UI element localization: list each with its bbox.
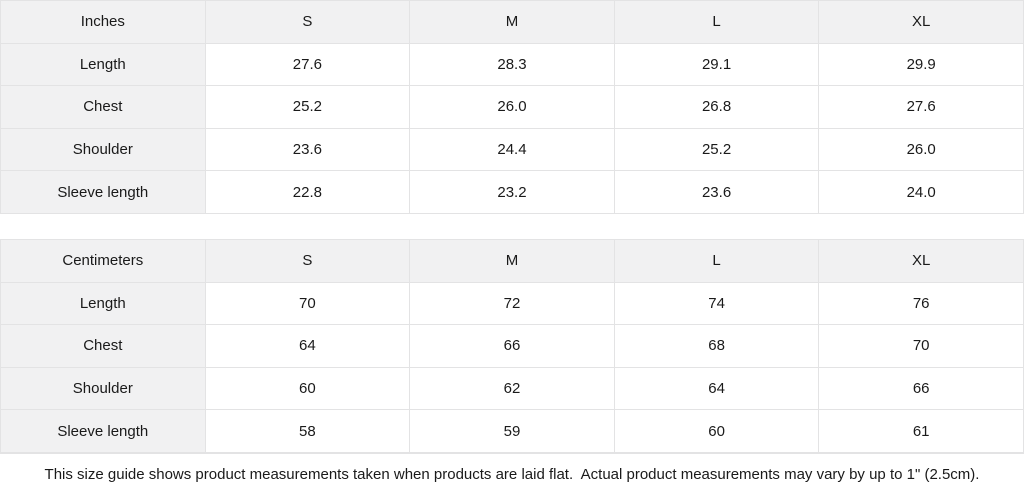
value-cell: 72: [409, 281, 615, 326]
value-cell: 64: [613, 366, 820, 411]
value-cell: 24.0: [818, 170, 1024, 214]
size-header-cell: S: [204, 238, 411, 283]
value-cell: 62: [409, 366, 615, 411]
table-header-row: Inches S M L XL: [0, 0, 1024, 44]
value-cell: 58: [204, 409, 411, 453]
table-row: Length 27.6 28.3 29.1 29.9: [0, 42, 1024, 87]
value-cell: 64: [204, 324, 411, 368]
value-cell: 26.0: [409, 85, 615, 129]
size-header-cell: L: [613, 238, 820, 283]
table-row: Sleeve length 22.8 23.2 23.6 24.0: [0, 170, 1024, 214]
value-cell: 25.2: [204, 85, 411, 129]
size-header-cell: L: [613, 0, 820, 44]
size-table-inches: Inches S M L XL Length 27.6 28.3 29.1 29…: [0, 0, 1024, 214]
value-cell: 28.3: [409, 42, 615, 87]
row-label-cell: Sleeve length: [0, 409, 206, 453]
row-label-cell: Shoulder: [0, 127, 206, 172]
size-header-cell: XL: [818, 238, 1024, 283]
value-cell: 23.6: [204, 127, 411, 172]
size-header-cell: XL: [818, 0, 1024, 44]
size-guide-note: This size guide shows product measuremen…: [0, 452, 1024, 496]
unit-label-cell: Inches: [0, 0, 206, 44]
value-cell: 26.8: [613, 85, 820, 129]
row-label-cell: Sleeve length: [0, 170, 206, 214]
size-header-cell: M: [409, 0, 615, 44]
row-label-cell: Length: [0, 42, 206, 87]
row-label-cell: Chest: [0, 85, 206, 129]
value-cell: 29.9: [818, 42, 1024, 87]
value-cell: 22.8: [204, 170, 411, 214]
table-row: Sleeve length 58 59 60 61: [0, 409, 1024, 453]
size-table-centimeters: Centimeters S M L XL Length 70 72 74 76 …: [0, 238, 1024, 453]
row-label-cell: Shoulder: [0, 366, 206, 411]
value-cell: 68: [613, 324, 820, 368]
value-cell: 27.6: [818, 85, 1024, 129]
table-gap: [0, 213, 1024, 239]
value-cell: 23.6: [613, 170, 820, 214]
value-cell: 27.6: [204, 42, 411, 87]
size-header-cell: S: [204, 0, 411, 44]
value-cell: 25.2: [613, 127, 820, 172]
table-row: Chest 64 66 68 70: [0, 324, 1024, 368]
value-cell: 26.0: [818, 127, 1024, 172]
value-cell: 76: [818, 281, 1024, 326]
value-cell: 60: [613, 409, 820, 453]
row-label-cell: Chest: [0, 324, 206, 368]
unit-label-cell: Centimeters: [0, 238, 206, 283]
value-cell: 29.1: [613, 42, 820, 87]
table-row: Shoulder 23.6 24.4 25.2 26.0: [0, 127, 1024, 172]
table-header-row: Centimeters S M L XL: [0, 238, 1024, 283]
value-cell: 61: [818, 409, 1024, 453]
value-cell: 70: [204, 281, 411, 326]
value-cell: 66: [409, 324, 615, 368]
table-row: Length 70 72 74 76: [0, 281, 1024, 326]
value-cell: 66: [818, 366, 1024, 411]
value-cell: 70: [818, 324, 1024, 368]
value-cell: 74: [613, 281, 820, 326]
table-row: Shoulder 60 62 64 66: [0, 366, 1024, 411]
value-cell: 59: [409, 409, 615, 453]
value-cell: 60: [204, 366, 411, 411]
size-header-cell: M: [409, 238, 615, 283]
row-label-cell: Length: [0, 281, 206, 326]
value-cell: 23.2: [409, 170, 615, 214]
value-cell: 24.4: [409, 127, 615, 172]
table-row: Chest 25.2 26.0 26.8 27.6: [0, 85, 1024, 129]
